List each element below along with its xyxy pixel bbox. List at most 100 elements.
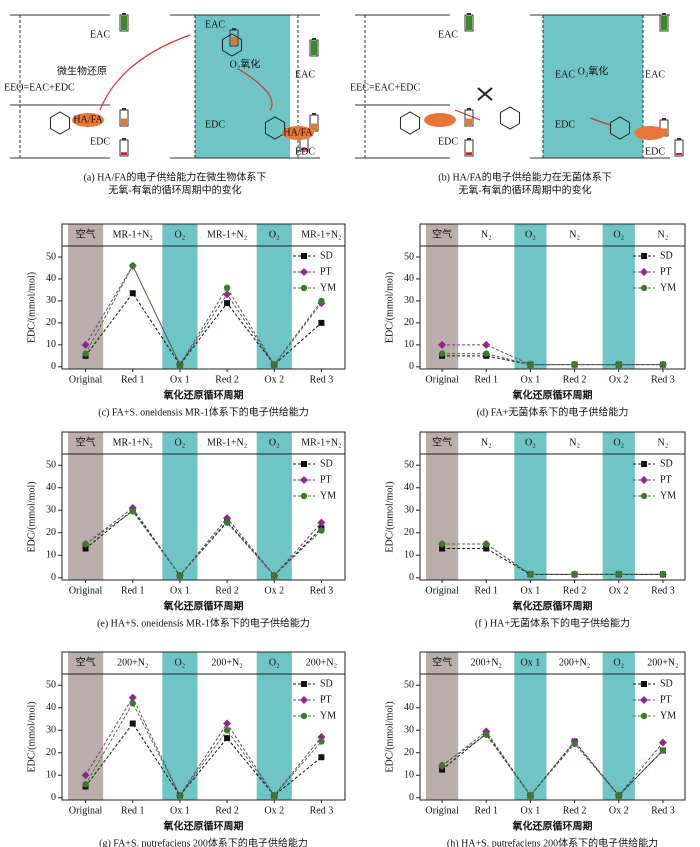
x-tick-label: Red 2 [563,585,587,596]
marker [223,519,231,526]
band-label: 200+N₂ [211,657,242,668]
series-line [85,507,322,577]
battery-cap [312,38,316,40]
marker [176,572,184,579]
diagram-label: EDC [90,136,110,147]
marker [658,738,667,747]
battery-fill [661,16,667,30]
x-tick-label: Red 1 [474,374,498,385]
ha-fa-tag [424,113,456,127]
marker [615,571,622,578]
series-line [442,543,663,575]
series-line [441,730,664,797]
x-tick-label: Red 2 [563,374,587,385]
y-tick-label: 20 [46,527,56,538]
y-tick-label: 0 [409,792,414,803]
marker [571,740,578,747]
legend-marker [301,461,307,467]
legend-label: SD [320,250,333,261]
legend-label: PT [660,474,672,485]
band-label: 200+N₂ [559,657,590,668]
diagram-label: EAC [438,29,458,40]
marker [317,518,326,527]
legend-marker [301,253,307,259]
marker [615,361,622,368]
band-label: O₂ [613,229,624,240]
y-tick-label: 30 [46,725,56,736]
battery-cap [122,138,126,140]
diagram-label: EDC [205,119,225,130]
series-line [85,510,322,577]
legend-marker [300,284,308,292]
x-tick-label: Red 1 [474,585,498,596]
benzene-ring [399,111,421,135]
series-line [85,722,322,797]
x-tick-label: Ox 2 [264,585,284,596]
diagram-label: EAC [90,29,110,40]
marker [317,733,326,741]
band-label: N₂ [481,229,492,240]
benzene-ring [499,106,521,130]
marker [176,361,184,368]
marker [483,540,490,548]
caption: (g) FA+S. putrefaciens 200体系下的电子供给能力 [99,836,308,847]
x-tick-label: Original [425,585,459,596]
diagram-label: 微生物还原 [57,64,107,77]
band-label: O₂ [525,229,536,240]
marker [527,571,534,578]
x-axis-label: 氧化还原循环周期 [163,819,244,832]
band-label: O₂ [175,437,186,448]
y-tick-label: 40 [404,702,414,713]
marker [224,735,231,742]
battery-cap [662,118,666,120]
x-tick-label: Ox 2 [609,805,629,816]
legend-marker [640,268,648,276]
marker [223,284,231,291]
y-tick-label: 0 [409,572,414,583]
y-tick-label: 10 [46,770,56,781]
y-tick-label: 30 [404,725,414,736]
marker [271,361,278,368]
legend-marker [641,681,647,687]
band-label: 200+N₂ [647,657,678,668]
oxidize-arrow [239,69,273,111]
diagram-label: EDC [555,119,575,130]
x-tick-label: Red 3 [310,585,334,596]
y-tick-label: 20 [404,747,414,758]
plot-frame [419,431,686,581]
x-tick-label: Ox 2 [264,374,284,385]
legend-marker [300,696,308,704]
band-label: 空气 [432,655,452,668]
ha-fa-tag [282,126,314,140]
battery-fill [311,123,317,130]
legend-marker [300,476,308,484]
shaded-band [426,432,459,580]
marker [81,340,90,349]
band-label: MR-1+N₂ [301,229,341,240]
band-label: Ox 1 [521,657,541,668]
oxidize-arrow [589,117,611,126]
y-axis-label: EDC/(mmol/mol) [384,272,395,343]
x-tick-label: Red 1 [121,585,145,596]
marker [483,731,490,738]
band-label: N₂ [569,437,580,448]
x-axis-label: 氧化还原循环周期 [163,388,244,401]
battery-fill [301,148,307,150]
y-tick-label: 10 [404,339,414,350]
battery-cap [122,13,126,15]
legend-marker [640,492,648,500]
diagram-label: O₂氧化 [578,64,609,77]
benzene-ring [221,33,243,57]
legend-marker [641,253,647,259]
marker [659,571,667,578]
legend-marker [640,712,648,720]
band-label: N₂ [481,437,492,448]
y-tick-label: 10 [404,770,414,781]
x-tick-label: Red 2 [215,585,239,596]
marker [571,361,578,368]
legend-marker [641,461,647,467]
plot-frame [61,651,346,801]
x-tick-label: Red 3 [310,805,334,816]
battery-fill [121,16,127,30]
diagram-label: EEC=EAC+EDC [350,82,420,93]
